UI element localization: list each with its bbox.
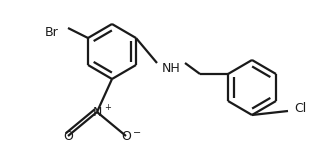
Text: NH: NH [162,61,180,75]
Text: O: O [63,129,73,142]
Text: O: O [121,129,131,142]
Text: Br: Br [44,25,58,39]
Text: +: + [104,102,111,112]
Text: N: N [92,105,102,119]
Text: −: − [133,128,141,138]
Text: Cl: Cl [294,102,306,115]
